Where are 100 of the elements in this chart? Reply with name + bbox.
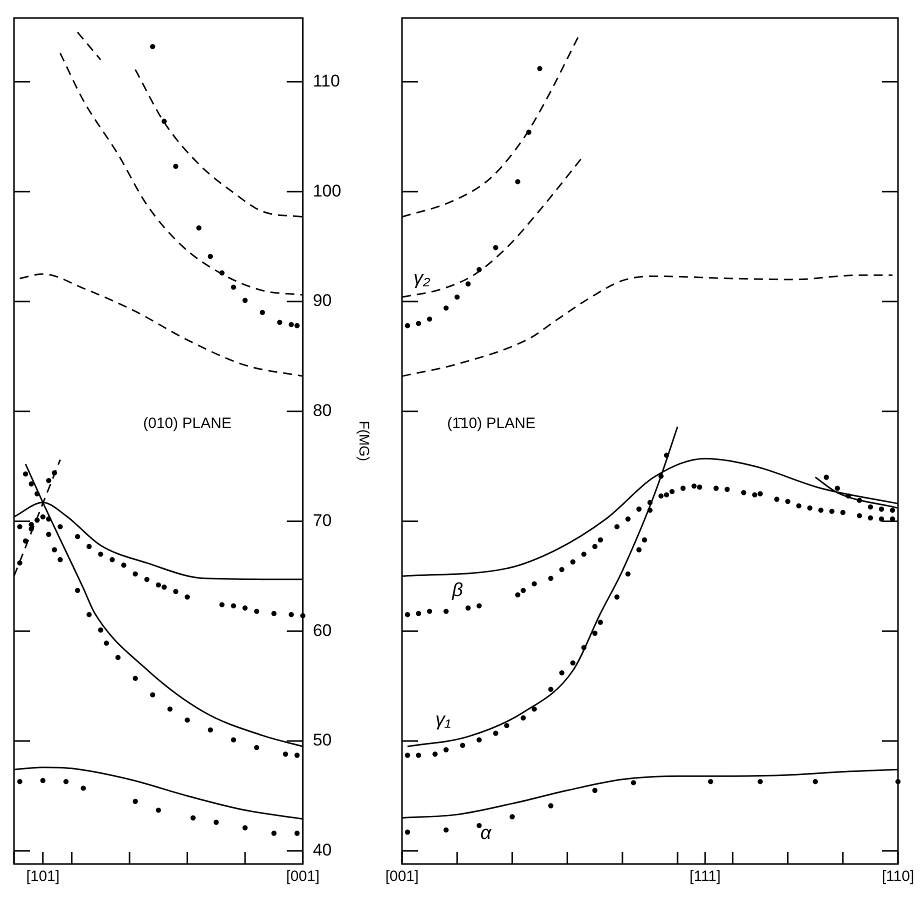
point: [515, 179, 520, 184]
point: [230, 737, 236, 742]
point: [708, 778, 714, 784]
point: [520, 588, 526, 594]
point: [443, 305, 449, 311]
point: [58, 524, 63, 530]
point: [22, 538, 28, 544]
point: [162, 584, 167, 590]
point: [196, 225, 202, 230]
point: [443, 608, 449, 614]
point: [510, 814, 515, 820]
point: [636, 547, 642, 552]
point: [630, 780, 636, 786]
point: [658, 474, 664, 479]
point: [581, 644, 586, 650]
x-tick-label: [001]: [385, 868, 419, 886]
point: [17, 778, 22, 784]
point: [416, 610, 422, 616]
point: [476, 822, 482, 828]
point: [63, 778, 69, 784]
point: [242, 605, 248, 611]
point: [697, 484, 702, 490]
point: [515, 592, 520, 598]
point: [856, 513, 862, 518]
x-tick-label: [101]: [26, 868, 60, 886]
point: [559, 566, 564, 572]
point: [230, 284, 236, 290]
point: [680, 486, 686, 491]
point: [796, 503, 802, 508]
point: [714, 486, 719, 491]
point: [548, 576, 554, 581]
point: [288, 612, 294, 618]
point: [294, 752, 300, 758]
point: [74, 534, 80, 540]
point: [532, 581, 537, 586]
point: [520, 715, 526, 720]
point: [184, 717, 190, 723]
point: [294, 323, 300, 328]
point: [426, 608, 432, 614]
point: [46, 532, 52, 537]
point: [598, 537, 603, 542]
point: [242, 825, 248, 830]
point: [242, 298, 248, 303]
point: [144, 576, 150, 582]
point: [493, 730, 498, 736]
point: [878, 506, 884, 512]
y-tick-label: 100: [312, 181, 342, 200]
point: [454, 294, 460, 300]
point: [28, 522, 34, 528]
point: [504, 722, 510, 728]
point: [834, 486, 840, 491]
y-tick-label: 90: [312, 291, 332, 310]
point: [443, 827, 449, 833]
point: [80, 786, 86, 791]
point: [173, 588, 178, 594]
point: [774, 496, 780, 502]
point: [592, 630, 598, 636]
point: [104, 640, 110, 646]
point: [868, 504, 874, 510]
annotation: (1̄10) PLANE: [447, 415, 536, 432]
point: [846, 493, 851, 499]
point: [878, 516, 884, 522]
annotation: α: [480, 822, 492, 844]
point: [132, 798, 138, 804]
point: [17, 560, 22, 566]
point: [52, 547, 58, 552]
point: [110, 557, 115, 562]
point: [277, 320, 282, 325]
point: [636, 506, 642, 512]
point: [404, 752, 410, 758]
point: [173, 164, 178, 169]
point: [52, 470, 58, 476]
point: [86, 544, 92, 550]
point: [156, 808, 162, 813]
point: [614, 594, 620, 600]
point: [840, 510, 846, 516]
point: [758, 491, 763, 496]
point: [28, 526, 34, 532]
point: [132, 676, 138, 681]
point: [460, 742, 466, 748]
annotation: γ₂: [413, 268, 431, 289]
point: [58, 557, 63, 562]
y-tick-label: 70: [312, 510, 332, 530]
x-tick-label: [111]: [690, 868, 721, 886]
point: [426, 316, 432, 322]
point: [404, 830, 410, 835]
point: [208, 254, 214, 260]
point: [526, 130, 532, 135]
point: [294, 830, 300, 836]
point: [150, 44, 156, 50]
point: [532, 706, 537, 712]
point: [785, 498, 790, 504]
point: [818, 508, 824, 513]
point: [669, 488, 675, 494]
point: [254, 744, 260, 750]
point: [868, 515, 874, 521]
point: [807, 505, 812, 511]
point: [22, 471, 28, 477]
y-tick-label: 110: [312, 71, 340, 90]
point: [162, 118, 167, 124]
